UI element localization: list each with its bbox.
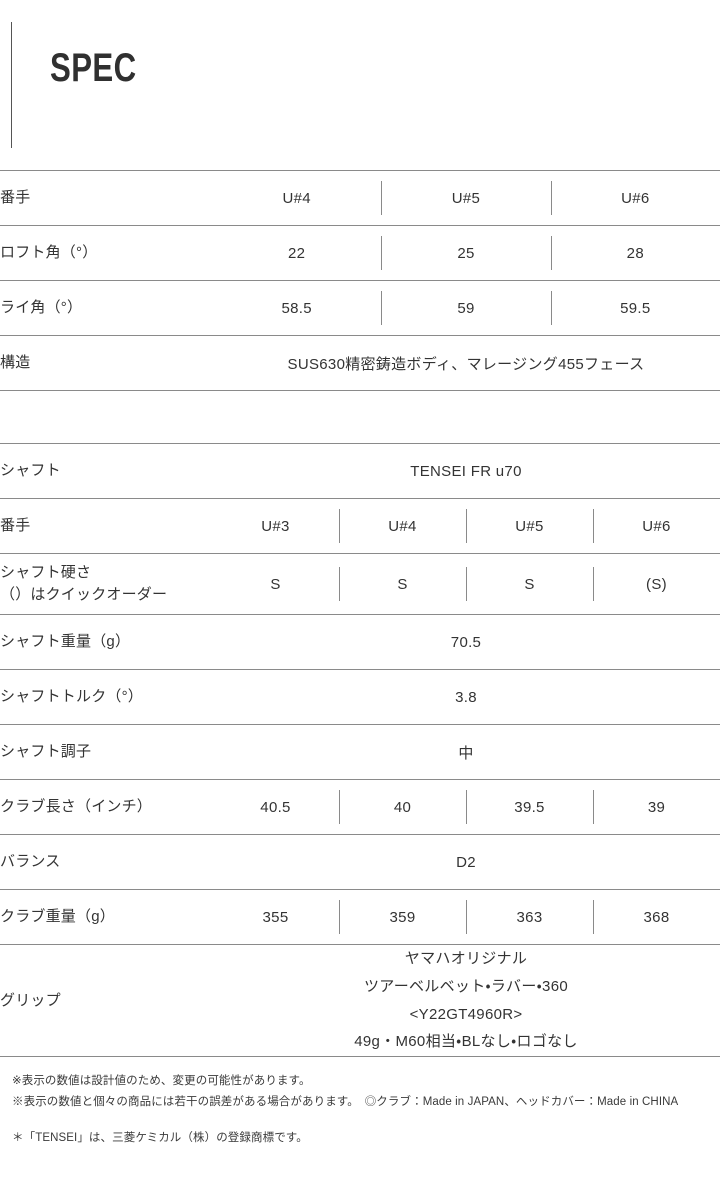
- table-row: 構造 SUS630精密鋳造ボディ、マレージング455フェース: [0, 335, 720, 391]
- cell-value: 58.5: [212, 280, 382, 336]
- cell-value: U#5: [381, 170, 551, 226]
- table-row: クラブ重量（g） 355 359 363 368: [0, 889, 720, 945]
- footnote-trademark: ＊「TENSEI」は、三菱ケミカル（株）の登録商標です。: [12, 1131, 308, 1144]
- grip-lines: ヤマハオリジナル ツアーベルベット・ラバー・360 <Y22GT4960R> 4…: [212, 945, 720, 1056]
- cell-value: 40: [339, 779, 466, 835]
- cell-value: 40.5: [212, 779, 339, 835]
- row-label: シャフト調子: [0, 724, 212, 780]
- cell-value: S: [339, 553, 466, 615]
- row-label: クラブ長さ（インチ）: [0, 779, 212, 835]
- row-label: シャフトトルク（°）: [0, 669, 212, 725]
- spec-header: SPEC: [0, 0, 720, 170]
- grip-line: <Y22GT4960R>: [409, 1005, 523, 1023]
- cell-value: 22: [212, 225, 382, 281]
- cell-value: 363: [466, 889, 593, 945]
- table-row: 番手 U#4 U#5 U#6: [0, 170, 720, 226]
- row-label: シャフト: [0, 443, 212, 499]
- table-row: シャフトトルク（°） 3.8: [0, 669, 720, 725]
- table-row: シャフト硬さ （）はクイックオーダー S S S (S): [0, 553, 720, 615]
- cell-value: U#4: [339, 498, 466, 554]
- cell-value: 70.5: [212, 614, 720, 670]
- footnote-design-values: ※表示の数値は設計値のため、変更の可能性があります。: [12, 1075, 311, 1087]
- cell-value: (S): [593, 553, 720, 615]
- cell-value: U#4: [212, 170, 382, 226]
- row-label-line1: シャフト硬さ: [0, 564, 92, 582]
- head-spec-table: 番手 U#4 U#5 U#6 ロフト角（°） 22 25 28 ライ角（°） 5…: [0, 170, 720, 391]
- row-label: グリップ: [0, 944, 212, 1057]
- row-label: バランス: [0, 834, 212, 890]
- grip-line: ヤマハオリジナル: [404, 950, 528, 967]
- cell-value: U#3: [212, 498, 339, 554]
- row-label: ライ角（°）: [0, 280, 212, 336]
- cell-value: 359: [339, 889, 466, 945]
- table-row: ロフト角（°） 22 25 28: [0, 225, 720, 281]
- cell-value: 39.5: [466, 779, 593, 835]
- row-label: 番手: [0, 498, 212, 554]
- cell-value: 59.5: [550, 280, 720, 336]
- row-label: シャフト硬さ （）はクイックオーダー: [0, 553, 212, 615]
- footnote-tolerance-origin: ※表示の数値と個々の商品には若干の誤差がある場合があります。 ◎クラブ：Made…: [12, 1096, 679, 1109]
- cell-value: 368: [593, 889, 720, 945]
- table-row: シャフト TENSEI FR u70: [0, 443, 720, 499]
- table-row: 番手 U#3 U#4 U#5 U#6: [0, 498, 720, 554]
- cell-value: S: [466, 553, 593, 615]
- row-label: シャフト重量（g）: [0, 614, 212, 670]
- cell-value: 25: [381, 225, 551, 281]
- cell-value: 355: [212, 889, 339, 945]
- cell-value: 59: [381, 280, 551, 336]
- cell-value: TENSEI FR u70: [212, 443, 720, 499]
- table-row: シャフト調子 中: [0, 724, 720, 780]
- cell-value: SUS630精密鋳造ボディ、マレージング455フェース: [212, 335, 720, 391]
- row-label: 番手: [0, 170, 212, 226]
- cell-value: S: [212, 553, 339, 615]
- footnotes: ※表示の数値は設計値のため、変更の可能性があります。 ※表示の数値と個々の商品に…: [0, 1057, 720, 1149]
- cell-value: U#6: [593, 498, 720, 554]
- row-label: クラブ重量（g）: [0, 889, 212, 945]
- table-row: グリップ ヤマハオリジナル ツアーベルベット・ラバー・360 <Y22GT496…: [0, 944, 720, 1057]
- grip-line: 49g・M60相当・BLなし・ロゴなし: [354, 1033, 578, 1051]
- table-row: シャフト重量（g） 70.5: [0, 614, 720, 670]
- title-accent-rule: [11, 22, 12, 148]
- cell-value: 39: [593, 779, 720, 835]
- cell-value: D2: [212, 834, 720, 890]
- shaft-spec-table: シャフト TENSEI FR u70 番手 U#3 U#4 U#5 U#6 シャ…: [0, 443, 720, 1057]
- row-label: ロフト角（°）: [0, 225, 212, 281]
- footnote-spacer: [12, 1114, 720, 1128]
- table-row: ライ角（°） 58.5 59 59.5: [0, 280, 720, 336]
- table-row: バランス D2: [0, 834, 720, 890]
- table-row: クラブ長さ（インチ） 40.5 40 39.5 39: [0, 779, 720, 835]
- cell-value: 中: [212, 724, 720, 780]
- cell-value: 3.8: [212, 669, 720, 725]
- head-spec-table-body: 番手 U#4 U#5 U#6 ロフト角（°） 22 25 28 ライ角（°） 5…: [0, 170, 720, 391]
- cell-value: 28: [550, 225, 720, 281]
- row-label: 構造: [0, 335, 212, 391]
- cell-value: U#6: [550, 170, 720, 226]
- grip-description: ヤマハオリジナル ツアーベルベット・ラバー・360 <Y22GT4960R> 4…: [212, 944, 720, 1057]
- cell-value: U#5: [466, 498, 593, 554]
- shaft-spec-table-body: シャフト TENSEI FR u70 番手 U#3 U#4 U#5 U#6 シャ…: [0, 443, 720, 1057]
- page-title: SPEC: [50, 46, 137, 90]
- row-label-line2: （）はクイックオーダー: [0, 586, 168, 603]
- grip-line: ツアーベルベット・ラバー・360: [364, 977, 568, 995]
- table-spacer: [0, 391, 720, 443]
